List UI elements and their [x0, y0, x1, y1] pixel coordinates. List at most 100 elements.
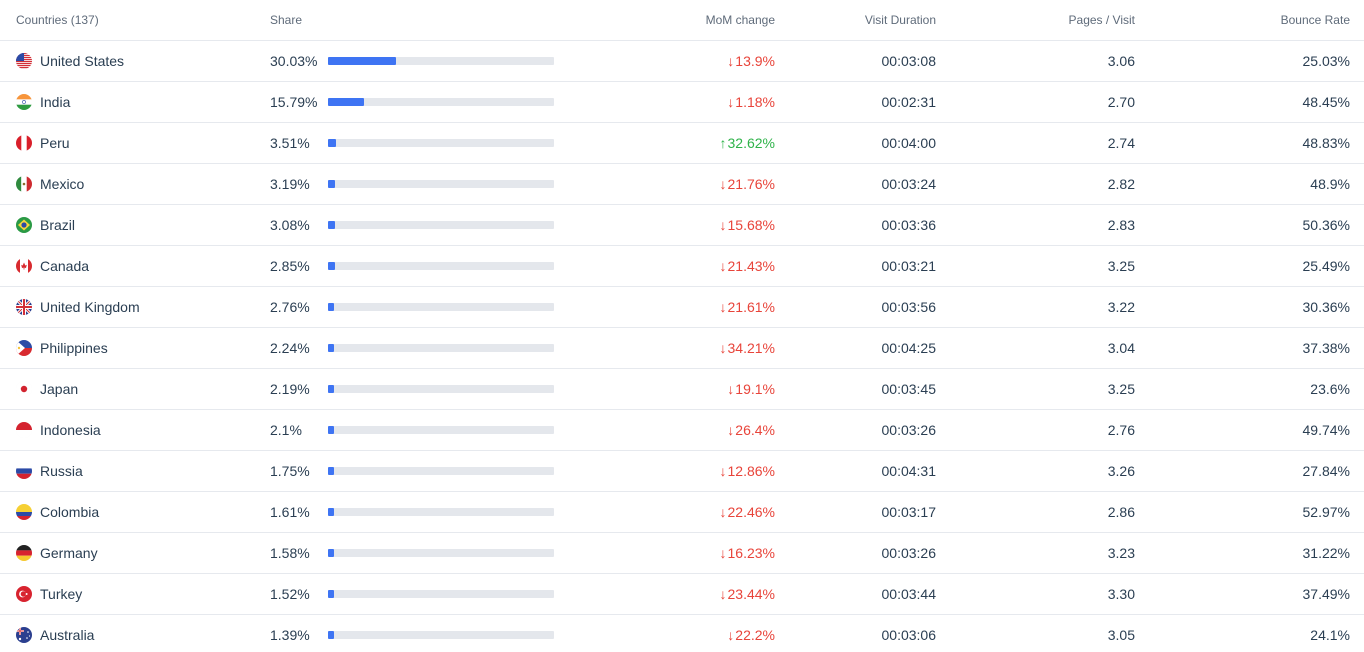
header-countries[interactable]: Countries (137) — [16, 13, 99, 27]
country-cell[interactable]: India — [0, 94, 270, 110]
mom-change-cell: ↓12.86% — [570, 463, 775, 479]
mom-change-cell: ↓21.61% — [570, 299, 775, 315]
country-cell[interactable]: Colombia — [0, 504, 270, 520]
visit-duration-cell: 00:03:44 — [881, 586, 937, 602]
share-bar-track — [328, 426, 554, 434]
country-cell[interactable]: United States — [0, 53, 270, 69]
share-value: 2.76% — [270, 299, 310, 315]
arrow-down-icon: ↓ — [719, 217, 727, 233]
country-name[interactable]: India — [40, 94, 71, 110]
share-cell: 1.39% — [270, 627, 570, 643]
country-cell[interactable]: Indonesia — [0, 422, 270, 438]
table-row[interactable]: Peru 3.51% ↑32.62% 00:04:00 2.74 48.83% — [0, 123, 1364, 164]
share-bar-track — [328, 631, 554, 639]
country-cell[interactable]: Japan — [0, 381, 270, 397]
country-name[interactable]: Russia — [40, 463, 83, 479]
mom-change-value: 23.44% — [727, 586, 775, 602]
flag-de-icon — [16, 545, 32, 561]
country-cell[interactable]: Mexico — [0, 176, 270, 192]
table-row[interactable]: India 15.79% ↓1.18% 00:02:31 2.70 48.45% — [0, 82, 1364, 123]
mom-change-value: 1.18% — [735, 94, 775, 110]
share-cell: 1.61% — [270, 504, 570, 520]
country-name[interactable]: Japan — [40, 381, 79, 397]
pages-per-visit-cell: 3.23 — [1107, 545, 1135, 561]
mom-change-value: 21.61% — [727, 299, 775, 315]
country-name[interactable]: Peru — [40, 135, 70, 151]
country-name[interactable]: Australia — [40, 627, 95, 643]
share-bar-track — [328, 303, 554, 311]
country-cell[interactable]: Canada — [0, 258, 270, 274]
share-cell: 15.79% — [270, 94, 570, 110]
arrow-down-icon: ↓ — [719, 504, 727, 520]
header-mom-change[interactable]: MoM change — [705, 13, 775, 27]
country-cell[interactable]: Russia — [0, 463, 270, 479]
table-row[interactable]: Japan 2.19% ↓19.1% 00:03:45 3.25 23.6% — [0, 369, 1364, 410]
flag-id-icon — [16, 422, 32, 438]
share-bar-track — [328, 98, 554, 106]
header-visit-duration[interactable]: Visit Duration — [864, 13, 936, 27]
table-row[interactable]: Germany 1.58% ↓16.23% 00:03:26 3.23 31.22% — [0, 533, 1364, 574]
country-cell[interactable]: United Kingdom — [0, 299, 270, 315]
share-cell: 2.24% — [270, 340, 570, 356]
table-row[interactable]: Philippines 2.24% ↓34.21% 00:04:25 3.04 37.38… — [0, 328, 1364, 369]
arrow-down-icon: ↓ — [719, 545, 727, 561]
table-row[interactable]: United Kingdom 2.76% ↓21.61% 00:03:56 3.22 30… — [0, 287, 1364, 328]
bounce-rate-cell: 23.6% — [1310, 381, 1350, 397]
country-name[interactable]: Germany — [40, 545, 98, 561]
share-value: 15.79% — [270, 94, 318, 110]
country-name[interactable]: United States — [40, 53, 125, 69]
table-row[interactable]: Brazil 3.08% ↓15.68% 00:03:36 2.83 50.36% — [0, 205, 1364, 246]
share-bar-track — [328, 385, 554, 393]
table-row[interactable]: United States 30.03% ↓13.9% 00:03:08 3.06 25.… — [0, 41, 1364, 82]
table-row[interactable]: Turkey 1.52% ↓23.44% 00:03:44 3.30 37.49% — [0, 574, 1364, 615]
country-cell[interactable]: Brazil — [0, 217, 270, 233]
country-name[interactable]: Brazil — [40, 217, 76, 233]
table-row[interactable]: Australia 1.39% ↓22.2% 00:03:06 3.05 24.1% — [0, 615, 1364, 652]
country-cell[interactable]: Philippines — [0, 340, 270, 356]
bounce-rate-cell: 25.03% — [1302, 53, 1350, 69]
country-name[interactable]: Canada — [40, 258, 90, 274]
share-value: 2.19% — [270, 381, 310, 397]
visit-duration-cell: 00:03:56 — [881, 299, 937, 315]
arrow-down-icon: ↓ — [727, 53, 735, 69]
visit-duration-cell: 00:03:06 — [881, 627, 937, 643]
mom-change-cell: ↓22.2% — [570, 627, 775, 643]
share-bar-fill — [328, 221, 335, 229]
country-cell[interactable]: Germany — [0, 545, 270, 561]
country-cell[interactable]: Peru — [0, 135, 270, 151]
country-cell[interactable]: Australia — [0, 627, 270, 643]
arrow-down-icon: ↓ — [719, 586, 727, 602]
country-name[interactable]: Colombia — [40, 504, 100, 520]
share-cell: 3.19% — [270, 176, 570, 192]
arrow-down-icon: ↓ — [719, 299, 727, 315]
header-share[interactable]: Share — [270, 13, 303, 27]
share-bar-track — [328, 508, 554, 516]
flag-ca-icon — [16, 258, 32, 274]
visit-duration-cell: 00:02:31 — [881, 94, 937, 110]
table-row[interactable]: Canada 2.85% ↓21.43% 00:03:21 3.25 25.49% — [0, 246, 1364, 287]
mom-change-cell: ↓13.9% — [570, 53, 775, 69]
country-name[interactable]: Philippines — [40, 340, 108, 356]
table-row[interactable]: Russia 1.75% ↓12.86% 00:04:31 3.26 27.84% — [0, 451, 1364, 492]
visit-duration-cell: 00:03:21 — [881, 258, 937, 274]
header-bounce-rate[interactable]: Bounce Rate — [1280, 13, 1350, 27]
table-row[interactable]: Mexico 3.19% ↓21.76% 00:03:24 2.82 48.9% — [0, 164, 1364, 205]
bounce-rate-cell: 24.1% — [1310, 627, 1350, 643]
country-cell[interactable]: Turkey — [0, 586, 270, 602]
bounce-rate-cell: 30.36% — [1302, 299, 1350, 315]
share-bar-track — [328, 57, 554, 65]
arrow-down-icon: ↓ — [727, 381, 735, 397]
pages-per-visit-cell: 2.82 — [1107, 176, 1135, 192]
bounce-rate-cell: 52.97% — [1302, 504, 1350, 520]
arrow-down-icon: ↓ — [719, 340, 727, 356]
country-name[interactable]: Turkey — [40, 586, 83, 602]
flag-gb-icon — [16, 299, 32, 315]
header-pages-per-visit[interactable]: Pages / Visit — [1068, 13, 1135, 27]
share-bar-fill — [328, 303, 335, 311]
table-row[interactable]: Indonesia 2.1% ↓26.4% 00:03:26 2.76 49.74% — [0, 410, 1364, 451]
country-name[interactable]: United Kingdom — [40, 299, 140, 315]
visit-duration-cell: 00:03:08 — [881, 53, 937, 69]
table-row[interactable]: Colombia 1.61% ↓22.46% 00:03:17 2.86 52.97% — [0, 492, 1364, 533]
country-name[interactable]: Mexico — [40, 176, 85, 192]
country-name[interactable]: Indonesia — [40, 422, 101, 438]
